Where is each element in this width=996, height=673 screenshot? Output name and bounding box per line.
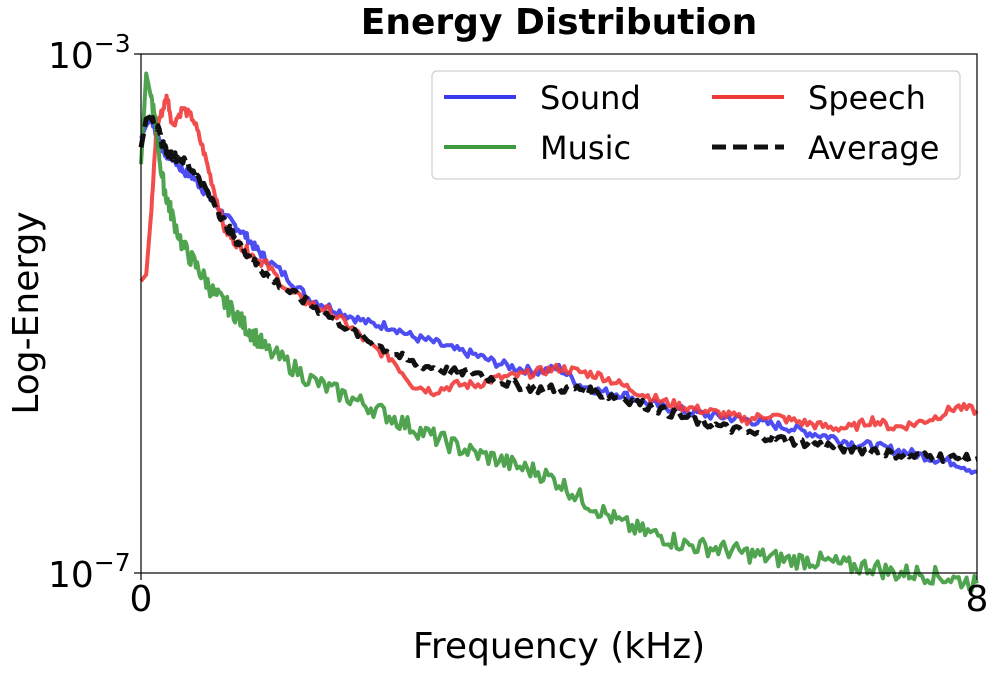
tick-layer: 0 8 10−3 10−7 [48,29,988,620]
plot-frame [140,53,978,574]
x-axis-label: Frequency (kHz) [413,626,705,667]
y-axis-label: Log-Energy [6,211,47,414]
legend-box [431,70,961,180]
series-line-music [139,71,979,593]
series-line-average [138,109,978,466]
legend: Sound Music Speech Average [431,70,961,180]
series-line-speech [139,93,979,433]
legend-label-average: Average [808,129,939,167]
legend-label-sound: Sound [540,79,641,117]
y-tick-label: 10−7 [48,548,131,596]
legend-label-speech: Speech [808,79,926,117]
legend-label-music: Music [540,129,631,167]
series-line-sound [139,117,978,476]
y-tick-label: 10−3 [48,29,131,77]
chart-title: Energy Distribution [361,2,757,43]
x-tick-label-0: 0 [130,579,153,620]
x-tick-label-8: 8 [966,579,989,620]
series-layer [138,71,979,593]
